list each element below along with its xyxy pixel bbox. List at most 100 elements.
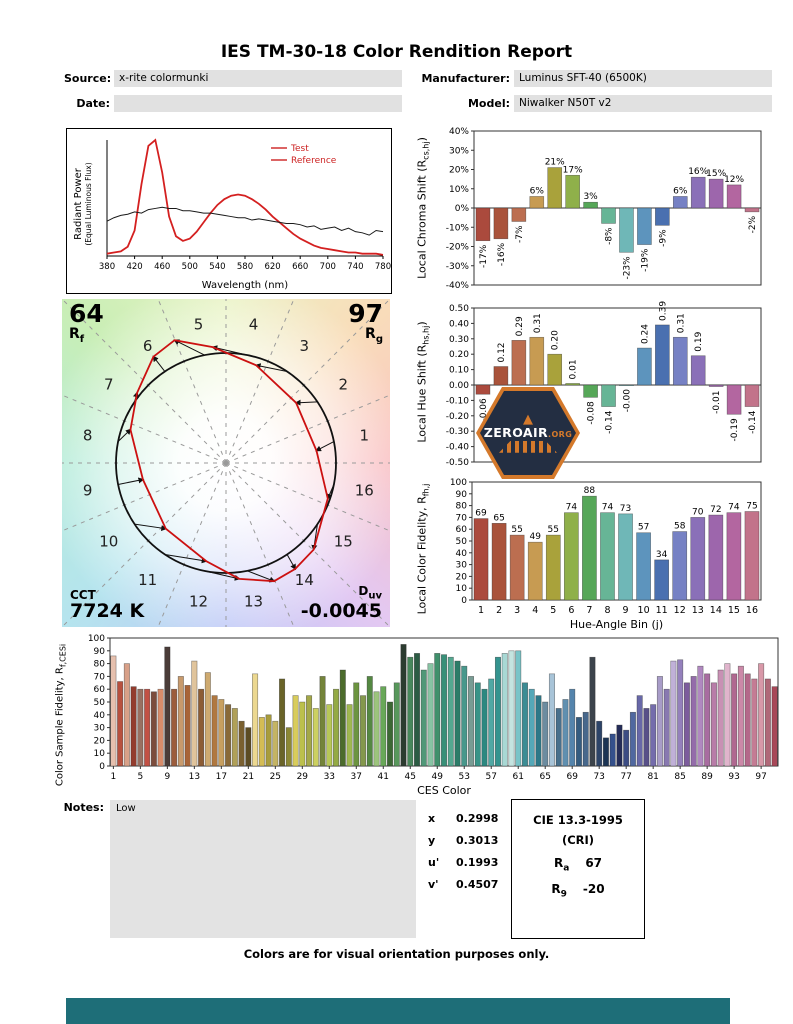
svg-text:45: 45 <box>405 772 416 782</box>
notes-text: Low <box>116 803 136 814</box>
svg-text:1: 1 <box>360 426 370 444</box>
svg-text:1: 1 <box>478 605 484 616</box>
cct-label: CCT <box>70 588 96 603</box>
chromaticity-row-v: v' 0.4507 <box>428 878 499 891</box>
svg-text:70: 70 <box>94 672 106 682</box>
svg-text:13: 13 <box>244 592 263 610</box>
svg-text:69: 69 <box>475 509 487 519</box>
svg-text:CES Color: CES Color <box>417 784 471 797</box>
cie-cri-box: CIE 13.3-1995 (CRI) Ra 67 R9 -20 <box>511 799 645 939</box>
cie-ra-row: Ra 67 <box>512 856 644 873</box>
svg-text:0.30: 0.30 <box>449 335 469 345</box>
hue-shift-plot: 0.500.400.300.200.100.00-0.10-0.20-0.30-… <box>446 301 762 468</box>
svg-text:500: 500 <box>182 262 198 272</box>
svg-text:8: 8 <box>604 605 610 616</box>
svg-text:12: 12 <box>674 605 686 616</box>
svg-text:75: 75 <box>746 502 757 512</box>
svg-text:49: 49 <box>529 532 541 542</box>
page-title: IES TM-30-18 Color Rendition Report <box>220 42 573 62</box>
svg-text:5: 5 <box>194 316 204 334</box>
svg-text:-0.01: -0.01 <box>712 391 722 414</box>
svg-text:65: 65 <box>539 772 550 782</box>
duv-value: -0.0045 <box>300 600 382 623</box>
svg-text:14: 14 <box>710 605 722 616</box>
svg-text:10%: 10% <box>449 185 469 195</box>
cie-r9-row: R9 -20 <box>512 882 644 899</box>
svg-text:69: 69 <box>566 772 578 782</box>
svg-text:100: 100 <box>450 478 467 488</box>
svg-text:0.00: 0.00 <box>449 381 469 391</box>
svg-text:70: 70 <box>456 513 468 523</box>
zeroair-text: ZEROAIR.ORG <box>483 425 573 441</box>
svg-text:20: 20 <box>94 736 106 746</box>
svg-text:90: 90 <box>456 490 468 500</box>
svg-text:0.31: 0.31 <box>676 313 686 333</box>
svg-text:81: 81 <box>647 772 658 782</box>
svg-text:-0.06: -0.06 <box>479 398 489 422</box>
date-value <box>114 95 402 112</box>
cie-r9-value: -20 <box>582 882 605 897</box>
svg-text:53: 53 <box>459 772 470 782</box>
svg-text:55: 55 <box>511 525 522 535</box>
svg-text:80: 80 <box>456 502 468 512</box>
svg-text:30: 30 <box>456 561 468 571</box>
svg-text:49: 49 <box>432 772 444 782</box>
svg-text:74: 74 <box>566 503 578 513</box>
svg-text:12%: 12% <box>724 175 744 185</box>
svg-text:97: 97 <box>755 772 766 782</box>
svg-text:-0.19: -0.19 <box>730 418 740 442</box>
svg-text:30: 30 <box>94 724 106 734</box>
svg-text:9: 9 <box>83 482 93 500</box>
svg-text:0.29: 0.29 <box>515 316 525 336</box>
svg-text:-30%: -30% <box>446 262 470 272</box>
svg-text:-0.00: -0.00 <box>622 389 632 413</box>
svg-text:5: 5 <box>550 605 556 616</box>
svg-text:60: 60 <box>456 525 468 535</box>
svg-text:620: 620 <box>264 262 280 272</box>
svg-text:50: 50 <box>456 537 468 547</box>
svg-text:380: 380 <box>99 262 115 272</box>
svg-text:-16%: -16% <box>497 242 507 266</box>
footer-band <box>66 998 730 1024</box>
rf-block: 64 Rf <box>69 300 104 346</box>
rg-label: Rg <box>365 326 383 346</box>
svg-text:15%: 15% <box>706 169 726 179</box>
svg-text:50: 50 <box>94 698 106 708</box>
source-label: Source: <box>64 72 112 85</box>
svg-text:37: 37 <box>351 772 362 782</box>
svg-text:93: 93 <box>728 772 739 782</box>
svg-text:25: 25 <box>270 772 281 782</box>
svg-text:20: 20 <box>456 572 468 582</box>
svg-text:-0.30: -0.30 <box>446 427 470 437</box>
svg-text:5: 5 <box>137 772 143 782</box>
svg-text:660: 660 <box>292 262 308 272</box>
svg-text:6%: 6% <box>530 186 545 196</box>
svg-text:Test: Test <box>290 144 309 154</box>
date-label: Date: <box>76 97 110 110</box>
svg-text:-17%: -17% <box>479 244 489 268</box>
color-vector-graphic: 1 2 3 4 5 6 7 8 9 10 11 12 13 14 15 16 64 Rf 97 Rg CCT … <box>62 299 390 627</box>
svg-text:13: 13 <box>692 605 704 616</box>
cie-r9-label: R9 <box>551 882 567 900</box>
svg-text:460: 460 <box>154 262 170 272</box>
notes-box: Low <box>110 800 416 938</box>
svg-text:16: 16 <box>746 605 758 616</box>
svg-text:-0.10: -0.10 <box>446 396 470 406</box>
svg-text:14: 14 <box>295 571 314 589</box>
svg-text:0%: 0% <box>455 204 470 214</box>
svg-text:16%: 16% <box>688 167 708 177</box>
spd-ylabel: Radiant Power (Equal Luminous Flux) <box>72 162 93 247</box>
hue-shift-chart: Local Hue Shift (Rhs,hj) 0.50 0.40 0.30 0.2… <box>414 296 768 468</box>
svg-text:20%: 20% <box>449 166 469 176</box>
svg-text:58: 58 <box>674 522 686 532</box>
svg-text:7: 7 <box>104 376 114 394</box>
cct-value: 7724 K <box>70 600 145 623</box>
svg-text:41: 41 <box>378 772 389 782</box>
svg-text:55: 55 <box>548 525 559 535</box>
svg-text:72: 72 <box>710 505 721 515</box>
svg-text:33: 33 <box>324 772 335 782</box>
svg-text:-9%: -9% <box>658 229 668 247</box>
zeroair-tld: .ORG <box>548 430 573 440</box>
rg-value: 97 <box>348 299 383 328</box>
